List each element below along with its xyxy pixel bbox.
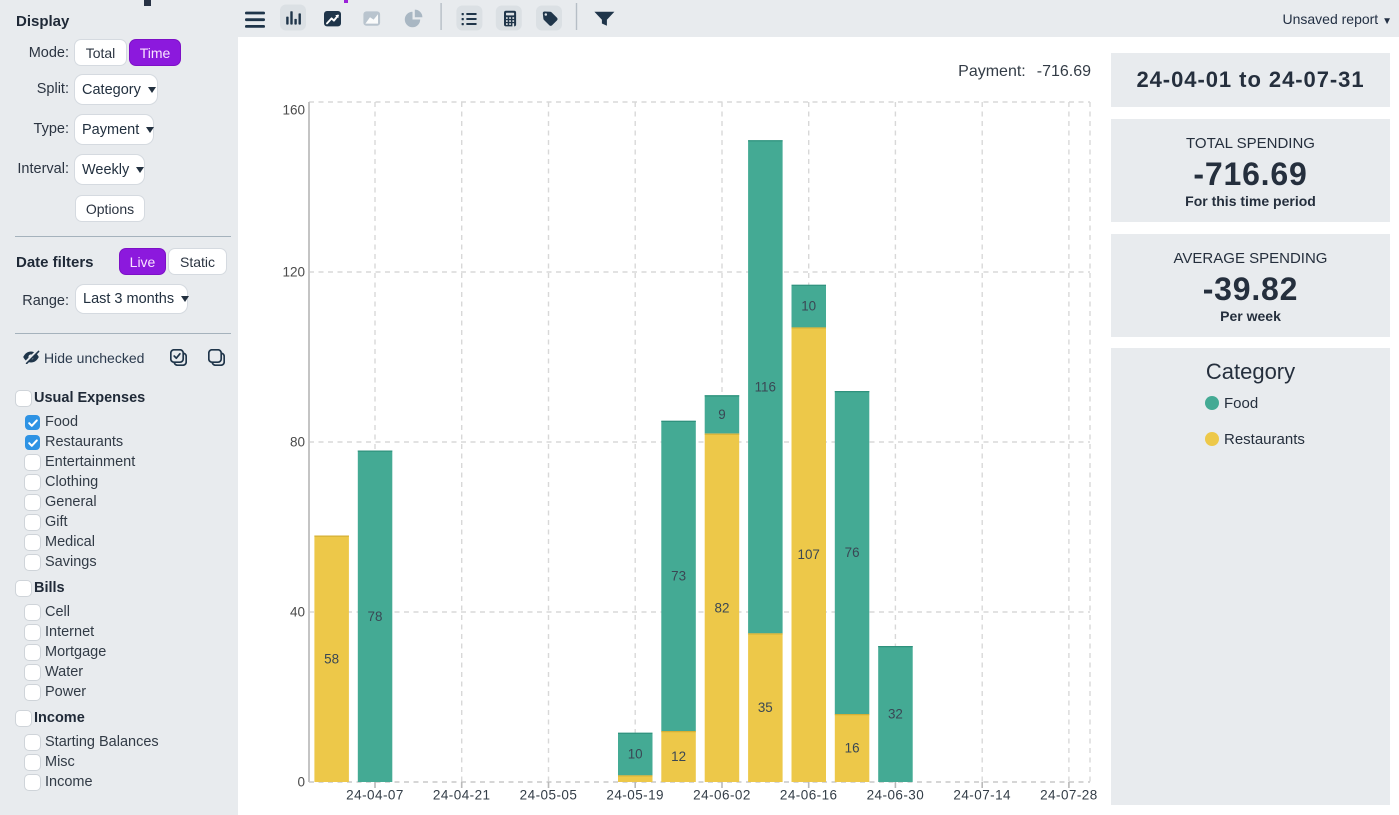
svg-text:82: 82 xyxy=(715,600,730,615)
svg-text:116: 116 xyxy=(755,379,776,394)
svg-text:24-06-16: 24-06-16 xyxy=(780,788,838,803)
svg-text:80: 80 xyxy=(290,435,305,450)
svg-text:0: 0 xyxy=(297,775,305,790)
svg-text:24-05-19: 24-05-19 xyxy=(606,788,664,803)
svg-text:24-07-28: 24-07-28 xyxy=(1040,788,1098,803)
svg-text:40: 40 xyxy=(290,605,305,620)
svg-text:24-06-30: 24-06-30 xyxy=(867,788,925,803)
svg-text:76: 76 xyxy=(845,545,860,560)
svg-text:9: 9 xyxy=(718,407,725,422)
svg-text:78: 78 xyxy=(368,609,383,624)
svg-text:24-05-05: 24-05-05 xyxy=(520,788,578,803)
svg-text:24-07-14: 24-07-14 xyxy=(953,788,1011,803)
svg-text:32: 32 xyxy=(888,707,903,722)
svg-text:73: 73 xyxy=(671,569,686,584)
svg-text:10: 10 xyxy=(801,299,816,314)
svg-text:16: 16 xyxy=(845,741,860,756)
svg-text:120: 120 xyxy=(282,265,305,280)
svg-text:24-04-07: 24-04-07 xyxy=(346,788,404,803)
svg-text:58: 58 xyxy=(324,651,339,666)
svg-text:12: 12 xyxy=(671,749,686,764)
svg-text:160: 160 xyxy=(282,103,305,118)
svg-text:10: 10 xyxy=(628,747,643,762)
svg-text:35: 35 xyxy=(758,700,773,715)
svg-text:24-06-02: 24-06-02 xyxy=(693,788,751,803)
svg-text:24-04-21: 24-04-21 xyxy=(433,788,491,803)
svg-text:107: 107 xyxy=(798,547,820,562)
